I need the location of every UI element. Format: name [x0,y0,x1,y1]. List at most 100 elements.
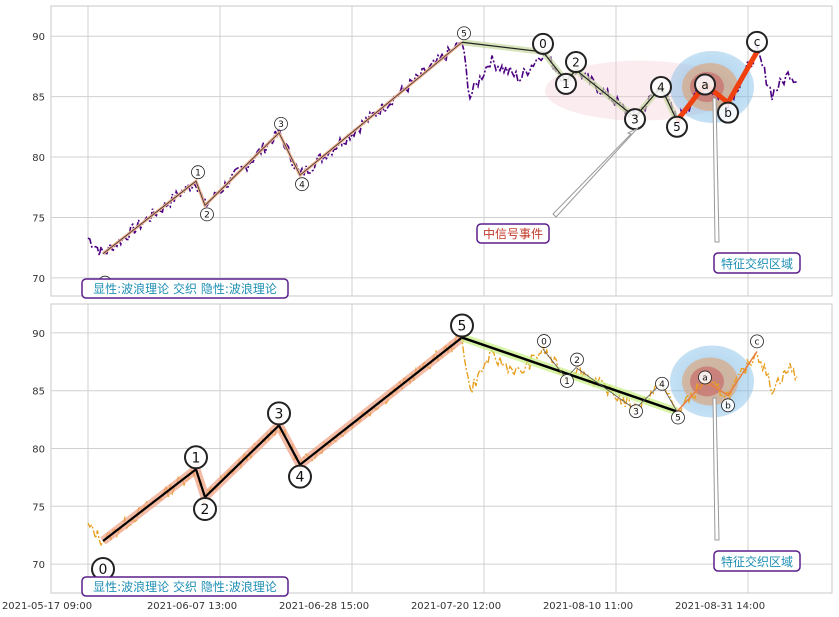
y-tick-label: 90 [32,32,45,43]
y-tick-label: 85 [32,387,45,398]
wave-label-minor: 1 [560,374,574,388]
svg-text:1: 1 [192,450,201,466]
top-zone-label-box [713,252,801,274]
wave-label-abc: c [746,30,768,53]
signal-event-annotation: 中信号事件 [476,127,639,244]
svg-text:1: 1 [562,77,570,91]
y-tick-label: 80 [32,445,45,456]
svg-text:4: 4 [657,80,665,94]
wave-label-minor: 4 [655,376,669,391]
svg-text:b: b [724,106,732,120]
wave-label-minor: 2 [570,352,584,367]
x-tick-label: 2021-07-20 12:00 [411,601,501,612]
signal-label-box [476,223,550,244]
svg-text:4: 4 [299,180,305,190]
wave-label-minor: 5 [666,115,688,138]
svg-text:3: 3 [631,112,639,126]
wave-label-major: 3 [274,116,288,131]
wave-label-abc: a [694,73,716,96]
wave-label-minor: 0 [532,32,554,55]
x-tick-label: 2021-05-17 09:00 [2,601,92,612]
wave-label-major: 3 [267,401,291,426]
top-y-axis: 70 75 80 85 90 [32,32,45,285]
bottom-zone-annotation: 特征交织区域 [712,397,801,572]
signal-label: 中信号事件 [483,226,543,241]
wave-label-major: 4 [295,177,309,192]
wave-label-minor: 2 [565,51,587,74]
major-wave-line [102,336,463,542]
abc-wave-line [675,50,760,123]
svg-text:c: c [754,35,761,49]
svg-text:0: 0 [541,337,547,347]
y-tick-label: 80 [32,153,45,164]
wave-label-abc: b [721,398,735,413]
wave-label-minor: 5 [671,410,685,425]
svg-text:a: a [702,374,708,384]
top-zone-arrow [712,97,720,243]
svg-text:b: b [725,402,731,412]
bottom-legend-box [81,576,289,597]
bottom-y-axis: 70 75 80 85 90 [32,329,45,571]
wave-label-major: 1 [184,445,208,470]
wave-label-major: 1 [191,165,205,180]
top-grid [51,6,832,296]
svg-text:1: 1 [564,377,570,387]
bottom-zone-label: 特征交织区域 [721,554,793,569]
bottom-legend-annotation: 显性:波浪理论 交织 隐性:波浪理论 [81,576,289,597]
y-tick-label: 70 [32,274,45,285]
y-tick-label: 70 [32,560,45,571]
top-zone-label: 特征交织区域 [721,256,793,271]
wave-label-major: 2 [200,207,214,222]
abc-wave-line [676,350,758,413]
x-axis: 2021-05-17 09:00 2021-06-07 13:00 2021-06-… [2,601,765,612]
wave-label-abc: c [750,334,764,349]
x-tick-label: 2021-08-31 14:00 [675,601,765,612]
bottom-zone-arrow [712,397,720,541]
x-tick-label: 2021-06-28 15:00 [279,601,369,612]
signal-arrow [552,127,639,218]
svg-text:5: 5 [675,414,681,424]
x-tick-label: 2021-08-10 11:00 [543,601,633,612]
wave-label-major: 5 [450,313,474,338]
svg-text:4: 4 [659,380,665,390]
svg-text:0: 0 [99,562,108,578]
svg-text:a: a [701,78,708,92]
svg-text:0: 0 [539,37,547,51]
bottom-zone-label-box [713,550,801,572]
wave-label-abc: a [698,370,712,385]
svg-text:2: 2 [572,55,580,69]
svg-text:c: c [755,338,760,348]
wave-label-major: 5 [457,26,471,41]
svg-text:3: 3 [633,407,639,417]
wave-label-major: 2 [193,497,217,522]
svg-text:2: 2 [201,502,210,518]
bottom-wave-overlay [100,333,758,545]
svg-text:5: 5 [461,29,467,39]
y-tick-label: 85 [32,93,45,104]
y-tick-label: 90 [32,329,45,340]
y-tick-label: 75 [32,502,45,513]
bottom-panel: 70 75 80 85 90 2021-05-17 09:00 2021-06-07 13… [2,303,833,612]
wave-label-minor: 4 [650,75,672,98]
wave-label-abc: b [717,101,739,124]
svg-text:3: 3 [278,120,284,130]
wave-label-minor: 3 [624,108,646,131]
x-tick-label: 2021-06-07 13:00 [147,601,237,612]
svg-text:2: 2 [204,211,210,221]
svg-text:4: 4 [296,470,305,486]
svg-text:3: 3 [275,406,284,422]
svg-text:2: 2 [574,356,580,366]
svg-text:5: 5 [458,319,467,335]
top-legend-label: 显性:波浪理论 交织 隐性:波浪理论 [93,281,277,296]
wave-label-minor: 1 [555,72,577,95]
y-tick-label: 75 [32,213,45,224]
top-zone-annotation: 特征交织区域 [712,97,801,274]
top-legend-box [81,278,289,299]
wave-label-major: 4 [288,464,312,489]
svg-text:1: 1 [195,168,201,178]
major-wave-line [102,41,463,255]
wave-label-minor: 0 [537,334,551,348]
svg-text:5: 5 [673,120,681,134]
